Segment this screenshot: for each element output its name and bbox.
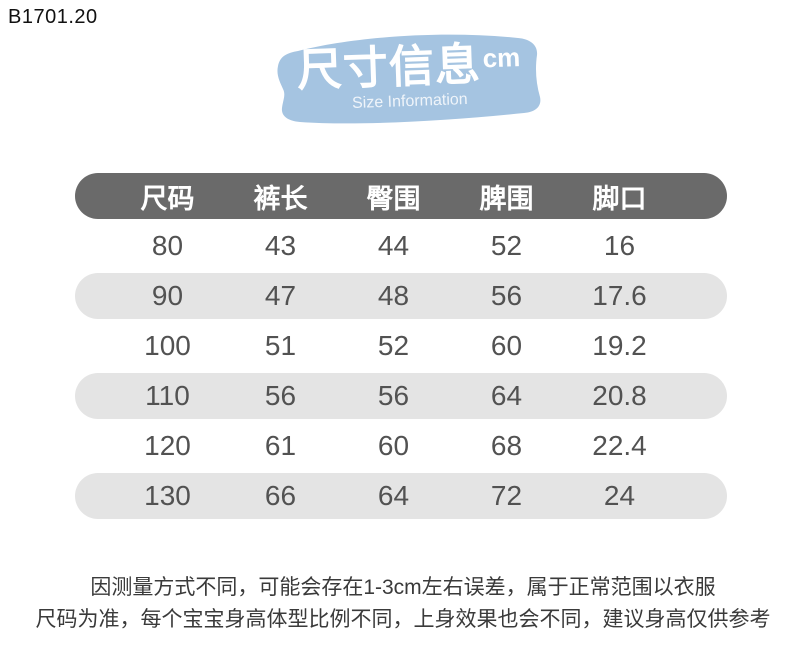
header-cell-leg-opening: 脚口	[592, 183, 647, 214]
table-body: 80 43 44 52 16 90 47 48 56 17.6 100 51 52 60 19.2 110 56…	[75, 219, 727, 519]
table-row: 90 47 48 56 17.6	[75, 273, 727, 319]
table-cell: 56	[490, 280, 523, 311]
table-cell: 64	[490, 380, 523, 411]
table-header-row: 尺码 裤长 臀围 脾围 脚口	[75, 173, 727, 219]
footnote-line-2: 尺码为准，每个宝宝身高体型比例不同，上身效果也会不同，建议身高仅供参考	[35, 608, 771, 631]
table-cell: 60	[490, 330, 523, 361]
footnote: 因测量方式不同，可能会存在1-3cm左右误差，属于正常范围以衣服 尺码为准，每个…	[0, 572, 806, 636]
table-row: 100 51 52 60 19.2	[75, 319, 727, 373]
banner-subtitle: Size Information	[351, 90, 468, 112]
table-cell: 80	[151, 230, 184, 261]
table-cell: 56	[377, 380, 410, 411]
table-cell: 130	[144, 480, 191, 511]
table-cell: 61	[264, 430, 297, 461]
table-cell: 17.6	[592, 280, 647, 311]
table-cell: 19.2	[592, 330, 647, 361]
table-cell: 60	[377, 430, 410, 461]
size-info-banner: 尺寸信息 cm Size Information	[272, 29, 546, 124]
table-cell: 44	[377, 230, 410, 261]
banner-unit-label: cm	[482, 42, 521, 74]
table-cell: 56	[264, 380, 297, 411]
table-cell: 110	[145, 380, 190, 411]
table-cell: 52	[377, 330, 410, 361]
table-cell: 120	[144, 430, 191, 461]
banner-blob-path	[277, 34, 541, 124]
table-row: 110 56 56 64 20.8	[75, 373, 727, 419]
footnote-line-1: 因测量方式不同，可能会存在1-3cm左右误差，属于正常范围以衣服	[90, 576, 716, 599]
header-cell-size: 尺码	[140, 183, 195, 214]
banner-title: 尺寸信息	[296, 38, 482, 96]
banner-title-row: 尺寸信息 cm	[296, 38, 521, 96]
table-cell: 47	[264, 280, 297, 311]
table-cell: 64	[377, 480, 410, 511]
table-row: 80 43 44 52 16	[75, 219, 727, 273]
table-cell: 68	[490, 430, 523, 461]
table-cell: 43	[264, 230, 297, 261]
table-row: 120 61 60 68 22.4	[75, 419, 727, 473]
size-table: 尺码 裤长 臀围 脾围 脚口 80 43 44 52 16 90 47 48 56 17.6 100…	[75, 173, 727, 519]
table-cell: 51	[264, 330, 297, 361]
product-code: B1701.20	[8, 6, 98, 28]
banner-text: 尺寸信息 cm Size Information	[270, 24, 547, 129]
table-cell: 100	[144, 330, 191, 361]
table-cell: 16	[603, 230, 636, 261]
table-cell: 90	[151, 280, 184, 311]
banner-blob-shape	[277, 34, 541, 124]
table-cell: 20.8	[592, 380, 647, 411]
table-cell: 72	[490, 480, 523, 511]
header-cell-pants-length: 裤长	[253, 183, 308, 214]
table-cell: 52	[490, 230, 523, 261]
table-cell: 22.4	[592, 430, 647, 461]
header-cell-thigh: 脾围	[479, 183, 534, 214]
table-cell: 48	[377, 280, 410, 311]
header-cell-hip: 臀围	[366, 183, 421, 214]
table-cell: 24	[603, 480, 636, 511]
table-cell: 66	[264, 480, 297, 511]
table-row: 130 66 64 72 24	[75, 473, 727, 519]
